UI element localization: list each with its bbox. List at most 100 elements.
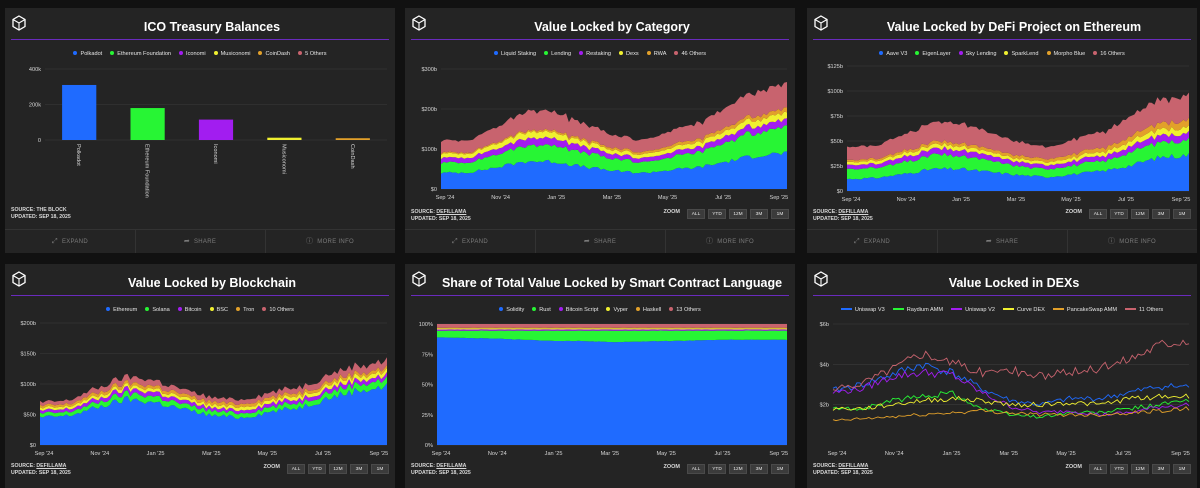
legend-item[interactable]: Morpho Blue [1046, 51, 1085, 57]
zoom-button-1m[interactable]: 1M [771, 464, 789, 474]
zoom-label: ZOOM [1065, 464, 1083, 470]
zoom-button-12m[interactable]: 12M [729, 209, 747, 219]
zoom-button-all[interactable]: ALL [687, 209, 705, 219]
the-block-logo-icon[interactable] [412, 15, 426, 31]
zoom-button-all[interactable]: ALL [1089, 464, 1107, 474]
zoom-label: ZOOM [663, 209, 681, 215]
x-tick-label: May '25 [1061, 197, 1080, 203]
zoom-button-all[interactable]: ALL [687, 464, 705, 474]
expand-label: EXPAND [461, 239, 488, 245]
zoom-button-3m[interactable]: 3M [1152, 209, 1170, 219]
zoom-button-1m[interactable]: 1M [371, 464, 389, 474]
legend-item[interactable]: Dexs [618, 51, 639, 57]
zoom-button-ytd[interactable]: YTD [708, 464, 726, 474]
legend-item[interactable]: Restaking [579, 51, 611, 57]
legend-item[interactable]: Polkadot [73, 51, 102, 57]
zoom-button-all[interactable]: ALL [287, 464, 305, 474]
area-series [847, 130, 1189, 170]
legend-item[interactable]: 11 Others [1124, 307, 1163, 313]
zoom-button-12m[interactable]: 12M [1131, 464, 1149, 474]
legend-item[interactable]: Uniswap V3 [840, 307, 885, 313]
zoom-button-3m[interactable]: 3M [1152, 464, 1170, 474]
zoom-button-1m[interactable]: 1M [1173, 464, 1191, 474]
y-tick-label: 50% [422, 383, 433, 389]
zoom-button-ytd[interactable]: YTD [708, 209, 726, 219]
source-link[interactable]: DEFILLAMA [436, 463, 467, 469]
share-button[interactable]: ➦ SHARE [135, 230, 265, 253]
legend-label: Lending [551, 51, 572, 57]
legend-item[interactable]: Uniswap V2 [951, 307, 995, 313]
expand-button[interactable]: ⤢ EXPAND [405, 230, 535, 253]
legend-item[interactable]: Tron [236, 307, 254, 313]
expand-button[interactable]: ⤢ EXPAND [807, 230, 937, 253]
zoom-button-12m[interactable]: 12M [1131, 209, 1149, 219]
the-block-logo-icon[interactable] [814, 15, 828, 31]
legend-item[interactable]: Curve DEX [1002, 307, 1045, 313]
zoom-button-ytd[interactable]: YTD [1110, 209, 1128, 219]
the-block-logo-icon[interactable] [814, 271, 828, 287]
legend-item[interactable]: RWA [646, 51, 666, 57]
legend-item[interactable]: Musiconomi [213, 51, 250, 57]
zoom-button-12m[interactable]: 12M [329, 464, 347, 474]
zoom-button-3m[interactable]: 3M [750, 464, 768, 474]
line-series [832, 393, 1190, 411]
legend-item[interactable]: Aave V3 [879, 51, 907, 57]
legend-item[interactable]: Ethereum [106, 307, 137, 313]
legend-item[interactable]: Iconomi [179, 51, 206, 57]
area-series [437, 337, 787, 445]
legend-item[interactable]: 13 Others [669, 307, 701, 313]
legend-item[interactable]: Solidity [499, 307, 524, 313]
legend-item[interactable]: Vyper [606, 307, 628, 313]
legend-item[interactable]: 5 Others [298, 51, 327, 57]
more-info-button[interactable]: ⓘ MORE INFO [665, 230, 795, 253]
area-series [441, 107, 787, 155]
source-link[interactable]: DEFILLAMA [838, 463, 869, 469]
more-info-button[interactable]: ⓘ MORE INFO [1067, 230, 1197, 253]
legend-item[interactable]: 46 Others [674, 51, 706, 57]
share-button[interactable]: ➦ SHARE [535, 230, 665, 253]
legend-item[interactable]: Bitcoin Script [558, 307, 598, 313]
the-block-logo-icon[interactable] [412, 271, 426, 287]
legend-item[interactable]: Rust [532, 307, 551, 313]
zoom-button-1m[interactable]: 1M [771, 209, 789, 219]
the-block-logo-icon[interactable] [12, 15, 26, 31]
y-tick-label: $6b [820, 322, 829, 328]
legend-item[interactable]: SparkLend [1004, 51, 1039, 57]
x-tick-label: May '25 [656, 451, 675, 457]
share-button[interactable]: ➦ SHARE [937, 230, 1067, 253]
legend-item[interactable]: Haskell [635, 307, 662, 313]
source-link[interactable]: DEFILLAMA [36, 463, 67, 469]
zoom-button-3m[interactable]: 3M [350, 464, 368, 474]
legend-item[interactable]: 10 Others [262, 307, 294, 313]
legend-item[interactable]: Ethereum Foundation [110, 51, 171, 57]
title-divider [411, 295, 789, 296]
panel-footer: ⤢ EXPAND ➦ SHARE ⓘ MORE INFO [405, 229, 795, 253]
zoom-button-1m[interactable]: 1M [1173, 209, 1191, 219]
source-link[interactable]: DEFILLAMA [838, 209, 869, 215]
footer-divider [265, 230, 266, 253]
zoom-button-all[interactable]: ALL [1089, 209, 1107, 219]
legend-item[interactable]: Sky Lending [958, 51, 996, 57]
zoom-button-12m[interactable]: 12M [729, 464, 747, 474]
legend-item[interactable]: PancakeSwap AMM [1052, 307, 1117, 313]
zoom-button-ytd[interactable]: YTD [308, 464, 326, 474]
legend-item[interactable]: Solana [145, 307, 170, 313]
zoom-button-ytd[interactable]: YTD [1110, 464, 1128, 474]
legend-item[interactable]: BSC [209, 307, 228, 313]
the-block-logo-icon[interactable] [12, 271, 26, 287]
legend-item[interactable]: Bitcoin [177, 307, 202, 313]
legend-item[interactable]: 16 Others [1093, 51, 1125, 57]
source-link[interactable]: DEFILLAMA [436, 209, 467, 215]
legend-item[interactable]: Raydium AMM [892, 307, 943, 313]
legend-item[interactable]: CoinDash [258, 51, 290, 57]
legend-item[interactable]: EigenLayer [915, 51, 951, 57]
x-tick-label: Sep '25 [1172, 197, 1191, 203]
more-info-button[interactable]: ⓘ MORE INFO [265, 230, 395, 253]
expand-button[interactable]: ⤢ EXPAND [5, 230, 135, 253]
legend-label: Haskell [642, 307, 662, 313]
legend-item[interactable]: Liquid Staking [493, 51, 536, 57]
zoom-button-3m[interactable]: 3M [750, 209, 768, 219]
legend-label: Restaking [586, 51, 611, 57]
updated-label: UPDATED: SEP 18, 2025 [411, 470, 471, 476]
legend-item[interactable]: Lending [544, 51, 571, 57]
